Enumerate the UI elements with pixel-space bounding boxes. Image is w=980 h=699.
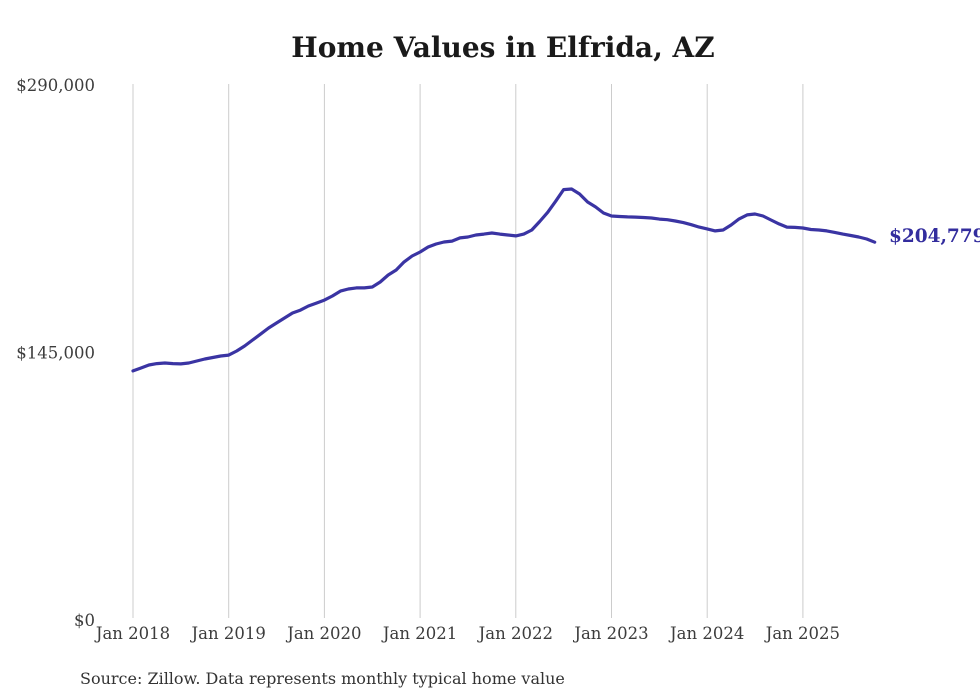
home-value-line-series xyxy=(131,187,877,373)
x-tick-label: Jan 2022 xyxy=(477,624,553,643)
x-tick-label: Jan 2024 xyxy=(668,624,744,643)
x-tick-label: Jan 2020 xyxy=(285,624,361,643)
x-tick-label: Jan 2019 xyxy=(190,624,266,643)
vertical-gridlines xyxy=(132,84,804,618)
source-attribution: Source: Zillow. Data represents monthly … xyxy=(80,669,565,688)
chart-title: Home Values in Elfrida, AZ xyxy=(291,31,714,64)
x-axis-tick-labels: Jan 2018 Jan 2019 Jan 2020 Jan 2021 Jan 2022… xyxy=(94,624,840,643)
x-tick-label: Jan 2023 xyxy=(572,624,648,643)
y-tick-label: $290,000 xyxy=(16,76,95,95)
latest-value-label: $204,779 xyxy=(889,226,980,247)
x-tick-label: Jan 2018 xyxy=(94,624,170,643)
x-tick-label: Jan 2025 xyxy=(764,624,840,643)
y-tick-label: $0 xyxy=(74,611,95,630)
x-tick-label: Jan 2021 xyxy=(381,624,457,643)
y-tick-label: $145,000 xyxy=(16,344,95,363)
y-axis-tick-labels: $290,000 $145,000 $0 xyxy=(16,76,95,630)
